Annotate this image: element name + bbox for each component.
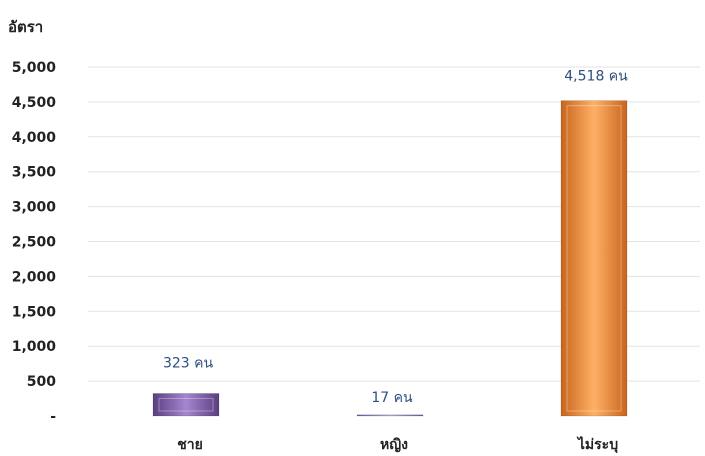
y-tick-label: 3,500	[12, 165, 57, 181]
bar	[152, 393, 220, 417]
y-axis-label: อัตรา	[8, 18, 43, 36]
y-tick-label: 4,500	[12, 95, 57, 111]
data-label: 4,518 คน	[564, 69, 628, 85]
bar-1	[356, 414, 424, 417]
y-tick-label: 4,000	[12, 130, 57, 146]
bar-bevel	[158, 397, 214, 412]
bar-2	[560, 100, 628, 417]
bar	[356, 414, 424, 417]
y-tick-label: -	[50, 409, 56, 425]
data-label: 17 คน	[371, 390, 413, 406]
grid	[88, 66, 700, 382]
y-tick-label: 5,000	[12, 60, 57, 76]
x-tick-label: ชาย	[177, 437, 203, 453]
data-labels: 323 คน 17 คน 4,518 คน	[163, 69, 628, 406]
y-tick-label: 2,500	[12, 235, 57, 251]
x-tick-label: หญิง	[380, 437, 408, 453]
bars	[152, 100, 628, 417]
y-tick-label: 1,500	[12, 304, 57, 320]
bar-0	[152, 393, 220, 417]
y-tick-label: 3,000	[12, 200, 57, 216]
bar-bevel	[566, 105, 622, 412]
x-tick-label: ไม่ระบุ	[576, 435, 618, 453]
data-label: 323 คน	[163, 355, 214, 371]
y-axis-ticks: - 500 1,000 1,500 2,000 2,500 3,000 3,500 4,000 4…	[12, 60, 57, 425]
bar	[560, 100, 628, 417]
y-tick-label: 1,000	[12, 339, 57, 355]
y-tick-label: 2,000	[12, 269, 57, 285]
x-axis-ticks: ชาย หญิง ไม่ระบุ	[177, 435, 618, 453]
y-tick-label: 500	[27, 374, 56, 390]
